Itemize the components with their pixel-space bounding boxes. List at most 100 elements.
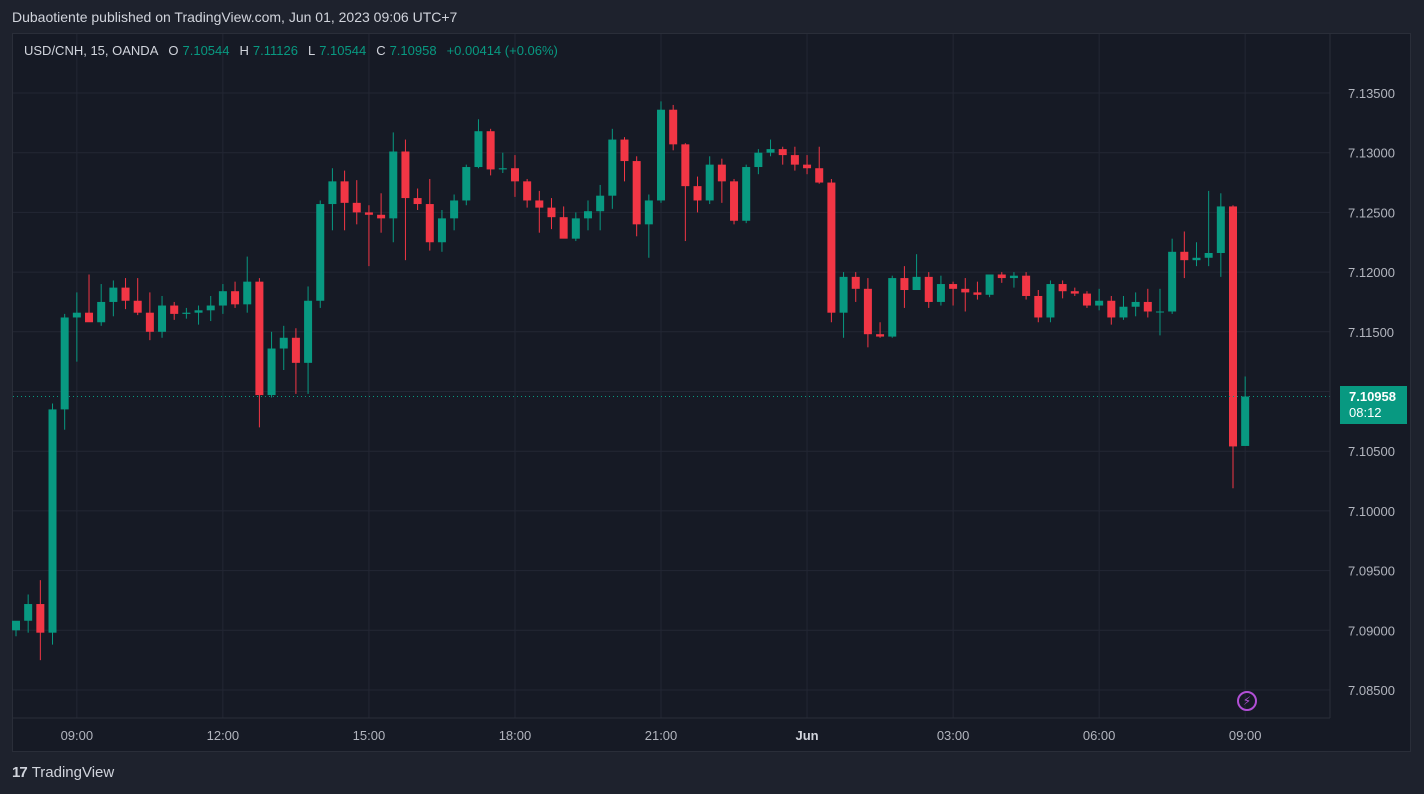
candle[interactable] <box>364 205 373 267</box>
candle[interactable] <box>170 301 179 320</box>
candle[interactable] <box>827 178 836 323</box>
candle[interactable] <box>559 206 568 239</box>
candle[interactable] <box>876 322 885 338</box>
candle[interactable] <box>912 254 921 291</box>
candle[interactable] <box>851 272 860 302</box>
candle[interactable] <box>182 307 191 319</box>
candle[interactable] <box>1082 291 1091 308</box>
candle[interactable] <box>888 275 897 338</box>
candle[interactable] <box>754 149 763 175</box>
candle[interactable] <box>803 155 812 175</box>
candle[interactable] <box>304 286 313 394</box>
candle[interactable] <box>474 119 483 169</box>
candle[interactable] <box>608 128 617 209</box>
candle[interactable] <box>255 278 264 428</box>
candle[interactable] <box>389 132 398 243</box>
candle[interactable] <box>291 328 300 394</box>
candle[interactable] <box>352 180 361 225</box>
candle[interactable] <box>717 158 726 203</box>
candle[interactable] <box>206 295 215 322</box>
candle[interactable] <box>121 278 130 310</box>
candle[interactable] <box>510 155 519 197</box>
candle[interactable] <box>523 178 532 208</box>
candle[interactable] <box>97 284 106 326</box>
candle[interactable] <box>1009 272 1018 288</box>
candle[interactable] <box>1046 280 1055 323</box>
candle[interactable] <box>900 266 909 308</box>
candle[interactable] <box>742 164 751 224</box>
candle[interactable] <box>1216 193 1225 277</box>
candle[interactable] <box>1192 242 1201 267</box>
candle[interactable] <box>924 272 933 308</box>
candle[interactable] <box>961 278 970 312</box>
candle[interactable] <box>730 178 739 225</box>
candle[interactable] <box>437 210 446 252</box>
candle[interactable] <box>681 143 690 242</box>
candle[interactable] <box>1168 238 1177 314</box>
candle[interactable] <box>815 146 824 184</box>
candle[interactable] <box>133 278 142 316</box>
tradingview-logo[interactable]: 17 TradingView <box>12 764 114 781</box>
candle[interactable] <box>997 272 1006 283</box>
candle[interactable] <box>328 168 337 231</box>
candle[interactable] <box>583 200 592 231</box>
candle[interactable] <box>669 104 678 151</box>
candle[interactable] <box>766 139 775 157</box>
candle[interactable] <box>644 194 653 258</box>
candle[interactable] <box>1107 295 1116 325</box>
candle[interactable] <box>1155 288 1164 336</box>
candle[interactable] <box>1143 288 1152 318</box>
candle[interactable] <box>620 137 629 182</box>
candle[interactable] <box>949 281 958 306</box>
candle[interactable] <box>340 170 349 231</box>
candle[interactable] <box>1180 231 1189 279</box>
candle[interactable] <box>231 281 240 308</box>
candle[interactable] <box>24 594 33 633</box>
candle[interactable] <box>85 274 94 323</box>
candle[interactable] <box>377 193 386 233</box>
candle[interactable] <box>571 212 580 242</box>
candle[interactable] <box>936 275 945 306</box>
candle[interactable] <box>450 194 459 231</box>
candle[interactable] <box>1058 280 1067 299</box>
candle[interactable] <box>985 274 994 298</box>
candle[interactable] <box>1229 205 1237 489</box>
symbol-label[interactable]: USD/CNH, 15, OANDA <box>24 43 159 58</box>
candle[interactable] <box>547 198 556 230</box>
candle[interactable] <box>158 295 167 338</box>
candle[interactable] <box>1070 287 1079 296</box>
candle[interactable] <box>486 128 495 176</box>
candle[interactable] <box>36 580 45 661</box>
candle[interactable] <box>498 152 507 173</box>
candle[interactable] <box>863 278 872 348</box>
candle[interactable] <box>778 146 787 165</box>
candle[interactable] <box>1022 272 1031 300</box>
candle[interactable] <box>705 156 714 205</box>
candle[interactable] <box>109 280 118 317</box>
candle[interactable] <box>462 164 471 206</box>
candle[interactable] <box>243 256 252 313</box>
candle[interactable] <box>693 176 702 213</box>
candle[interactable] <box>279 325 288 371</box>
candle[interactable] <box>12 620 20 637</box>
candle[interactable] <box>425 178 434 251</box>
candle[interactable] <box>632 156 641 237</box>
candle[interactable] <box>535 190 544 233</box>
candle[interactable] <box>316 200 325 308</box>
candle[interactable] <box>1131 292 1140 317</box>
candle[interactable] <box>596 184 605 231</box>
candle[interactable] <box>1119 295 1128 320</box>
candle[interactable] <box>1095 288 1104 311</box>
candle[interactable] <box>145 292 154 341</box>
candle[interactable] <box>1204 190 1213 267</box>
candle[interactable] <box>60 313 69 430</box>
candle[interactable] <box>839 272 848 338</box>
candle[interactable] <box>973 281 982 300</box>
candle[interactable] <box>657 101 666 203</box>
candle[interactable] <box>401 139 410 261</box>
candle[interactable] <box>790 146 799 171</box>
lightning-bolt-icon[interactable]: ⚡ <box>1237 691 1257 711</box>
candle[interactable] <box>194 305 203 325</box>
candle[interactable] <box>413 188 422 211</box>
